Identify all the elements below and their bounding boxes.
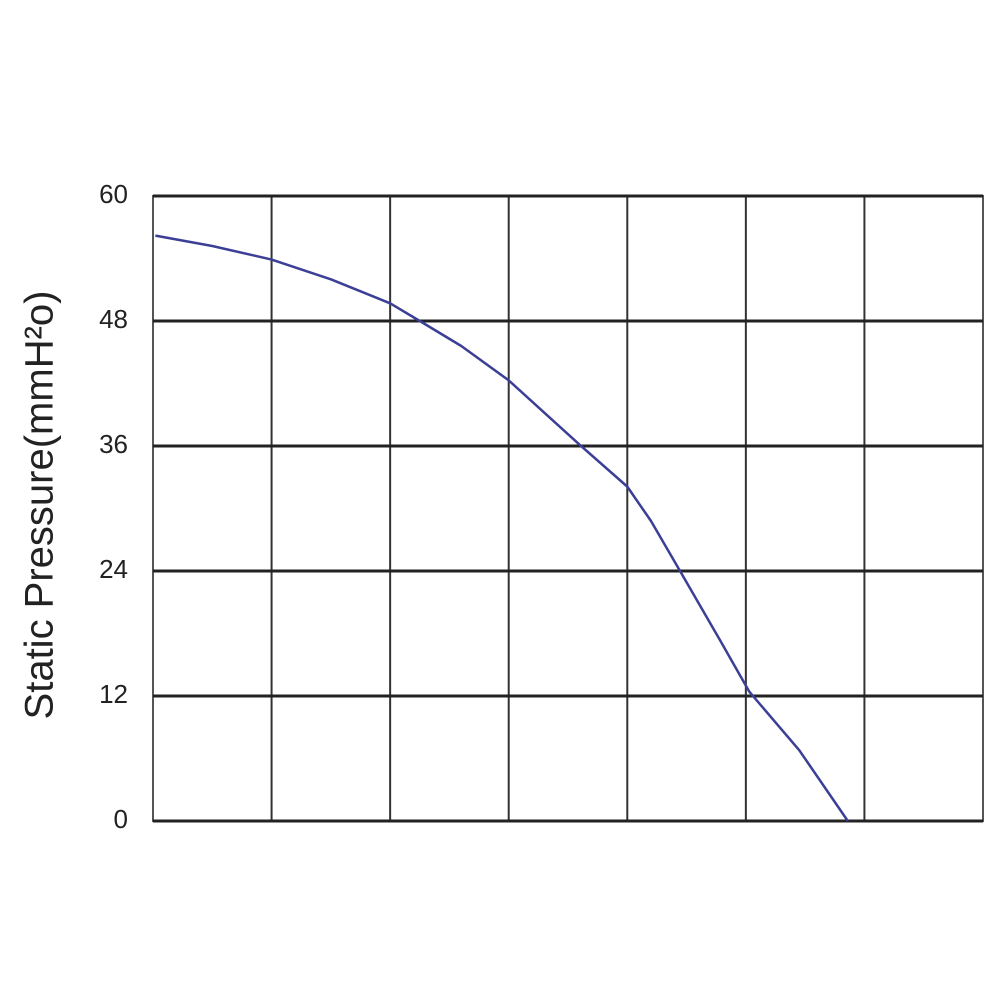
y-axis-label: Static Pressure(mmH²o) xyxy=(18,291,62,720)
y-tick-label: 60 xyxy=(99,179,128,209)
data-line xyxy=(155,234,849,822)
plot-frame xyxy=(152,195,984,822)
y-tick-label: 48 xyxy=(99,304,128,334)
y-tick-label: 36 xyxy=(99,429,128,459)
y-tick-label: 12 xyxy=(99,679,128,709)
y-tick-label: 0 xyxy=(114,804,128,834)
y-tick-label: 24 xyxy=(99,554,128,584)
